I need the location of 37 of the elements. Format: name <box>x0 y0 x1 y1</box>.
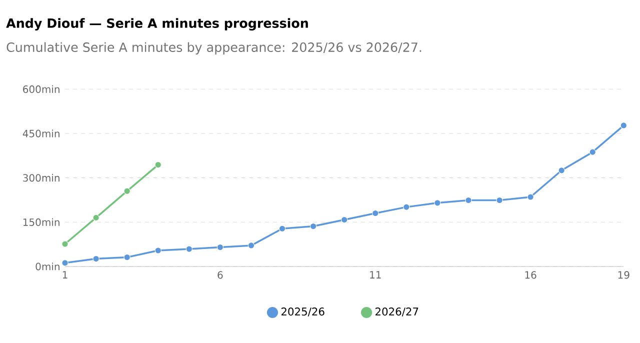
x-tick-label: 11 <box>370 271 381 278</box>
chart-subtitle: Cumulative Serie A minutes by appearance: 2025/26 vs 2026/27. <box>6 42 422 54</box>
point <box>496 196 503 204</box>
point <box>434 200 441 206</box>
x-tick-label: 1 <box>62 271 68 278</box>
y-tick-label: 0min <box>36 262 60 270</box>
y-tick-label: 300min <box>23 174 60 182</box>
y-tick-label: 150min <box>23 218 60 226</box>
point <box>124 254 130 261</box>
point <box>527 194 534 200</box>
point <box>92 255 100 262</box>
point <box>589 148 596 156</box>
point <box>403 204 410 210</box>
point <box>62 260 68 266</box>
point <box>310 222 317 230</box>
y-tick-label: 600min <box>23 85 60 94</box>
point <box>154 247 162 254</box>
point <box>372 210 379 217</box>
point <box>216 244 224 251</box>
point <box>340 216 348 224</box>
point <box>154 161 162 168</box>
x-tick-label: 6 <box>218 271 223 279</box>
chart-title: Andy Diouf — Serie A minutes progression <box>6 18 308 31</box>
point <box>124 188 130 194</box>
point <box>186 246 192 252</box>
legend-label: 2025/26 <box>281 308 324 316</box>
legend-label: 2026/27 <box>376 308 418 316</box>
point <box>62 240 68 248</box>
point <box>92 214 100 222</box>
x-tick-label: 19 <box>618 271 630 279</box>
point <box>248 242 255 249</box>
point <box>620 122 627 129</box>
point <box>558 167 565 174</box>
x-tick-label: 16 <box>525 271 536 279</box>
y-tick-label: 450min <box>22 130 60 138</box>
point <box>465 196 472 204</box>
point <box>278 225 286 232</box>
